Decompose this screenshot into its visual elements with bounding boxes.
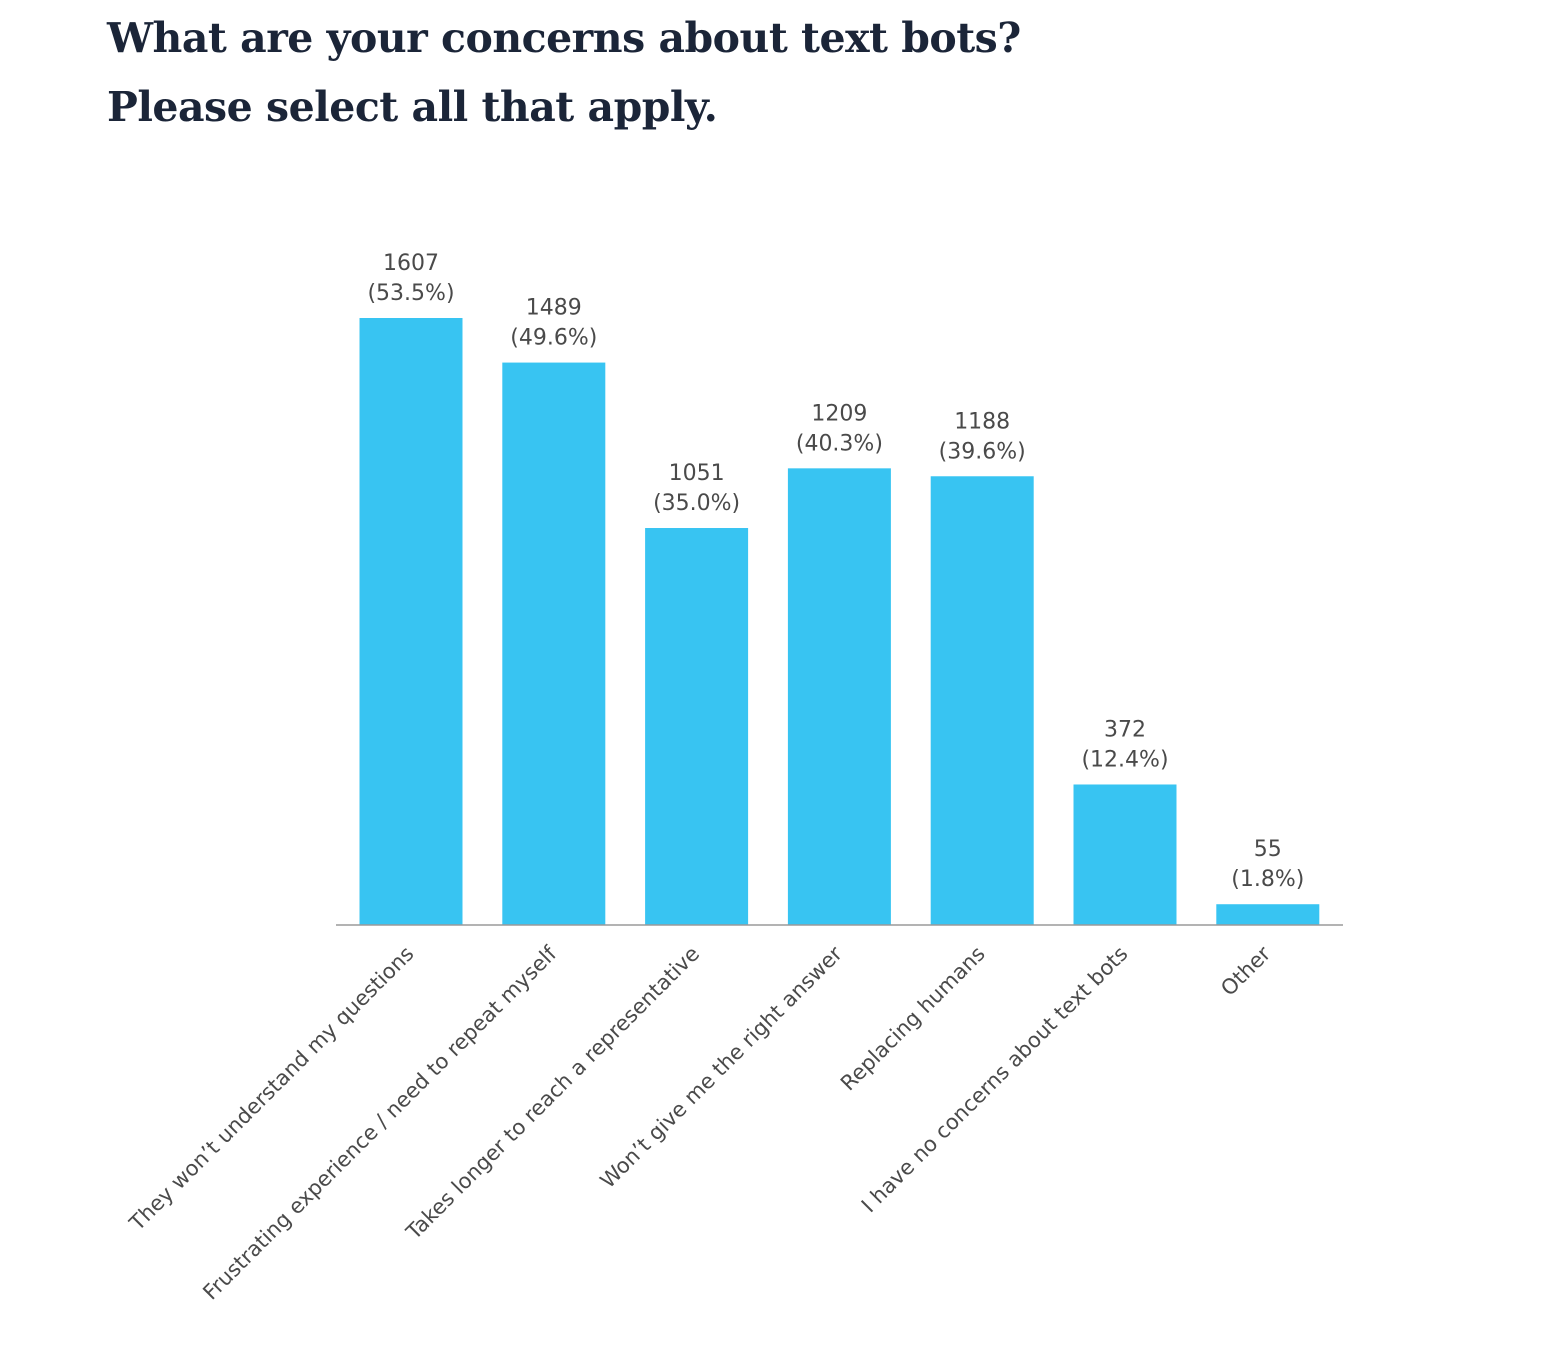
bar-2 (502, 362, 606, 925)
bar-4 (787, 468, 891, 925)
category-labels-group: They won’t understand my questionsFrustr… (124, 941, 1275, 1304)
bar-percent-label-1: (53.5%) (367, 281, 454, 306)
bar-value-label-5: 1188 (954, 409, 1010, 434)
bar-percent-label-5: (39.6%) (939, 439, 1026, 464)
bar-value-label-1: 1607 (383, 251, 439, 276)
bar-value-label-3: 1051 (669, 461, 725, 486)
category-label-5: Replacing humans (836, 942, 990, 1096)
bar-3 (645, 528, 749, 925)
bar-percent-label-2: (49.6%) (510, 326, 597, 351)
bar-value-label-4: 1209 (811, 401, 867, 426)
bar-value-label-6: 372 (1104, 717, 1146, 742)
bars-group (359, 318, 1320, 925)
bar-percent-label-7: (1.8%) (1231, 867, 1304, 892)
bar-7 (1216, 904, 1320, 925)
chart-title: What are your concerns about text bots? … (107, 4, 1021, 142)
bar-percent-label-4: (40.3%) (796, 431, 883, 456)
category-label-4: Won’t give me the right answer (596, 941, 848, 1193)
bar-value-label-7: 55 (1254, 837, 1282, 862)
bar-percent-label-6: (12.4%) (1081, 747, 1168, 772)
bar-percent-label-3: (35.0%) (653, 491, 740, 516)
category-label-7: Other (1216, 941, 1275, 1000)
bar-value-label-2: 1489 (526, 296, 582, 321)
bar-5 (930, 476, 1034, 925)
chart-title-line-2: Please select all that apply. (107, 83, 718, 131)
bar-1 (359, 318, 463, 925)
value-labels-group: 1607 (53.5%) 1489 (49.6%) 1051 (35.0%) 1209 (40… (367, 251, 1304, 892)
category-label-1: They won’t understand my questions (124, 942, 418, 1236)
category-label-6: I have no concerns about text bots (857, 942, 1133, 1218)
category-label-3: Takes longer to reach a representative (401, 942, 704, 1245)
chart-title-line-1: What are your concerns about text bots? (107, 14, 1021, 62)
bar-6 (1073, 784, 1177, 925)
